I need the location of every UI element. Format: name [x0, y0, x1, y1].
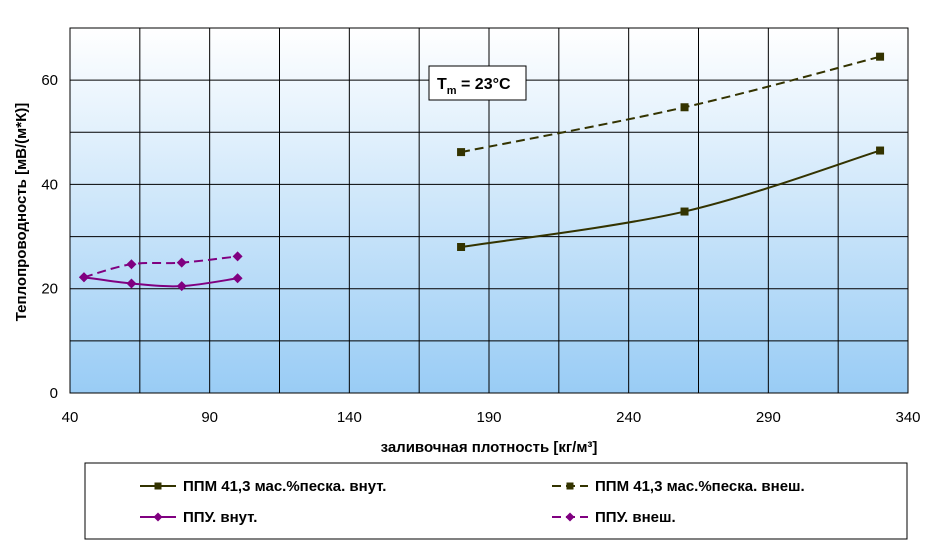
x-tick-label: 340	[895, 409, 920, 426]
data-point-square	[154, 482, 162, 490]
y-tick-label: 60	[41, 72, 58, 89]
data-point-diamond	[232, 273, 243, 284]
y-tick-labels: 0 20 40 60	[41, 72, 58, 402]
series-2	[457, 52, 885, 157]
x-tick-label: 90	[201, 409, 218, 426]
data-point-diamond	[78, 272, 89, 283]
data-point-square	[680, 207, 689, 216]
series-line	[83, 276, 238, 288]
grid	[70, 28, 908, 393]
legend-item: ППУ. внут.	[140, 509, 257, 526]
data-point-diamond	[153, 512, 163, 522]
legend-box	[84, 462, 908, 540]
y-axis-title: Теплопроводность [мВ/(м*К)]	[13, 103, 30, 321]
data-point-square	[876, 146, 885, 155]
series-1	[457, 146, 885, 251]
data-point-diamond	[176, 257, 187, 268]
svg-text:Tm = 23°C: Tm = 23°C	[437, 76, 511, 97]
data-point-square	[566, 482, 574, 490]
legend-label: ППМ 41,3 мас.%песка. внут.	[183, 478, 386, 495]
legend: ППМ 41,3 мас.%песка. внут. ППМ 41,3 мас.%…	[140, 478, 805, 526]
x-tick-labels: 40 90 140 190 240 290 340	[62, 409, 921, 426]
data-point-diamond	[126, 259, 137, 270]
legend-item: ППМ 41,3 мас.%песка. внут.	[140, 478, 386, 495]
legend-label: ППУ. внут.	[183, 509, 257, 526]
x-axis-title: заливочная плотность [кг/м³]	[381, 439, 598, 456]
data-point-diamond	[232, 251, 243, 262]
annotation-box: Tm = 23°C	[428, 65, 527, 101]
x-tick-label: 240	[616, 409, 641, 426]
series-group	[78, 52, 885, 292]
series-line	[83, 255, 238, 279]
x-tick-label: 190	[476, 409, 501, 426]
y-tick-label: 40	[41, 176, 58, 193]
legend-item: ППУ. внеш.	[552, 509, 676, 526]
legend-label: ППМ 41,3 мас.%песка. внеш.	[595, 478, 805, 495]
legend-item: ППМ 41,3 мас.%песка. внеш.	[552, 478, 805, 495]
data-point-square	[457, 243, 466, 251]
data-point-diamond	[126, 278, 137, 289]
x-tick-label: 140	[337, 409, 362, 426]
data-point-diamond	[565, 512, 575, 522]
y-tick-label: 0	[50, 385, 58, 402]
x-tick-label: 40	[62, 409, 79, 426]
data-point-square	[457, 148, 466, 157]
annotation-rest: = 23°C	[457, 76, 511, 93]
annotation-sub: m	[447, 85, 457, 97]
legend-label: ППУ. внеш.	[595, 509, 676, 526]
data-point-square	[680, 103, 689, 112]
series-4	[78, 251, 243, 283]
data-point-square	[876, 52, 885, 61]
y-tick-label: 20	[41, 281, 58, 298]
annotation-main: T	[437, 76, 447, 93]
x-tick-label: 290	[756, 409, 781, 426]
plot-border	[69, 27, 909, 394]
data-point-diamond	[176, 281, 187, 292]
